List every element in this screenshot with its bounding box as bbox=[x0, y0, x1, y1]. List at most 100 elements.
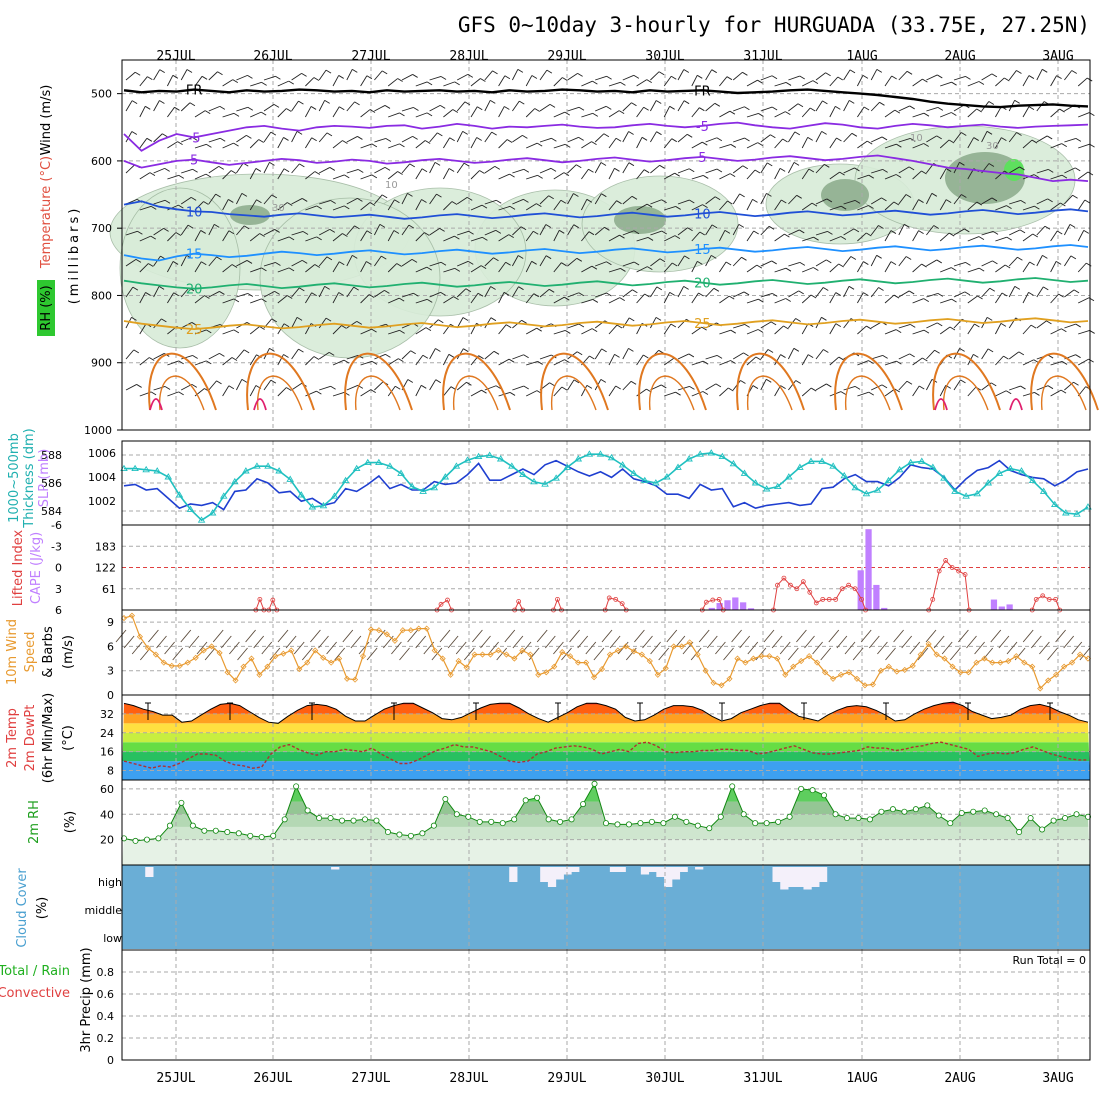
run-total-label: Run Total = 0 bbox=[1013, 954, 1087, 967]
wind-barb bbox=[1077, 171, 1089, 180]
wind-barb bbox=[139, 263, 149, 273]
rh-marker bbox=[763, 820, 770, 827]
wind-barb-flag bbox=[246, 260, 253, 264]
wind-barb bbox=[733, 291, 745, 298]
wind-barb bbox=[553, 111, 565, 118]
wind-barb-flag bbox=[384, 167, 391, 171]
wind-barb bbox=[443, 168, 450, 180]
temperature-grid bbox=[122, 695, 1090, 780]
wind-barb bbox=[815, 164, 825, 174]
wind-barb-flag bbox=[561, 262, 567, 267]
wind-barb-flag bbox=[173, 292, 179, 297]
wind-barb bbox=[940, 81, 952, 87]
wind-speed-marker bbox=[598, 666, 606, 673]
wind-barb bbox=[705, 255, 712, 267]
temp-tick-label: 16 bbox=[100, 746, 114, 759]
high-cloud-gap bbox=[671, 867, 681, 880]
wind-speed-marker bbox=[160, 659, 167, 666]
wind-barb-flag bbox=[371, 174, 378, 179]
surface-barb bbox=[1022, 629, 1034, 643]
wind-barb bbox=[512, 354, 524, 360]
wind-barb bbox=[829, 292, 837, 304]
rh-marker bbox=[430, 822, 437, 829]
rh-marker bbox=[798, 785, 805, 792]
slp-marker bbox=[1039, 487, 1048, 494]
wind-barb-flag bbox=[631, 102, 637, 107]
wind-barb-flag bbox=[467, 74, 474, 78]
rh-marker bbox=[258, 834, 265, 841]
wind-barb-flag bbox=[578, 106, 585, 111]
wind-barb-flag bbox=[600, 379, 607, 383]
surface-barb bbox=[577, 635, 589, 649]
wind-barb-flag bbox=[876, 69, 883, 73]
li-marker bbox=[956, 568, 962, 574]
wind-barb bbox=[774, 267, 787, 273]
wind-barb-flag bbox=[218, 165, 225, 170]
wind-speed-marker bbox=[997, 659, 1004, 666]
wind-speed-marker bbox=[909, 662, 916, 669]
ylabel-2m-dewpt: 2m DewPt bbox=[23, 705, 38, 772]
surface-barb bbox=[245, 629, 256, 643]
wind-barb bbox=[912, 385, 920, 397]
wind-barb-flag bbox=[965, 262, 971, 266]
wind-barb-flag bbox=[601, 193, 607, 198]
wind-barb-flag bbox=[633, 230, 640, 235]
wind-speed-marker bbox=[726, 675, 733, 682]
slp-marker bbox=[895, 465, 904, 473]
wind-barb bbox=[705, 102, 716, 112]
wind-barb bbox=[705, 224, 713, 236]
wind-barb-flag bbox=[908, 290, 915, 295]
wind-barb-flag bbox=[296, 316, 303, 321]
wind-barb bbox=[153, 227, 164, 236]
wind-barb-flag bbox=[517, 68, 524, 73]
wind-barb-flag bbox=[148, 263, 154, 267]
wind-barb bbox=[1009, 199, 1021, 205]
slp-marker bbox=[231, 477, 239, 485]
wind-barb-flag bbox=[951, 81, 957, 86]
wind-barb bbox=[194, 173, 207, 180]
wind-barb bbox=[443, 109, 454, 118]
wind-barb-flag bbox=[132, 286, 139, 291]
wind-barb-flag bbox=[808, 168, 815, 173]
chart-title: GFS 0~10day 3-hourly for HURGUADA (33.75… bbox=[458, 13, 1090, 37]
wind-barb-flag bbox=[1069, 223, 1076, 228]
wind-barb bbox=[456, 288, 467, 298]
wind-barb-flag bbox=[1055, 260, 1062, 265]
wind-barb bbox=[318, 286, 326, 298]
pressure-tick-label: 1000 bbox=[84, 424, 112, 437]
wind-barb-flag bbox=[756, 264, 763, 269]
wind-barb-flag bbox=[959, 161, 965, 166]
wind-barb bbox=[291, 383, 302, 391]
wind-barb bbox=[829, 236, 842, 242]
wind-speed-marker bbox=[686, 639, 693, 646]
temperature-bands bbox=[122, 702, 1090, 780]
wind-barb-flag bbox=[826, 198, 833, 203]
slp-marker bbox=[164, 473, 173, 480]
wind-barb bbox=[1077, 77, 1088, 87]
wind-speed-marker bbox=[750, 655, 757, 662]
wind-barb bbox=[194, 329, 207, 335]
surface-barb bbox=[666, 629, 678, 643]
wind-barb-flag bbox=[991, 382, 997, 387]
wind-barb-flag bbox=[701, 326, 707, 331]
wind-barb-flag bbox=[407, 379, 414, 383]
wind-speed-marker bbox=[128, 612, 136, 619]
wind-barb bbox=[663, 76, 672, 87]
wind-barb-flag bbox=[131, 131, 138, 135]
wind-barb bbox=[263, 262, 276, 267]
wind-barb bbox=[760, 134, 771, 143]
wind-barb-flag bbox=[752, 198, 758, 203]
wind-barb bbox=[622, 74, 635, 81]
wind-barb-flag bbox=[216, 256, 222, 261]
wind-barb-flag bbox=[854, 167, 860, 172]
surface-barb bbox=[844, 641, 856, 655]
wind-barb-flag bbox=[562, 77, 568, 81]
wind-barb bbox=[291, 317, 298, 329]
wind-barb bbox=[415, 140, 426, 149]
wind-barb-flag bbox=[895, 329, 902, 333]
wind-speed-marker bbox=[766, 653, 773, 660]
warm-loop bbox=[246, 352, 315, 411]
wind-grid bbox=[122, 610, 1090, 696]
wind-barb bbox=[318, 167, 331, 174]
wind-barb-flag bbox=[687, 227, 693, 232]
